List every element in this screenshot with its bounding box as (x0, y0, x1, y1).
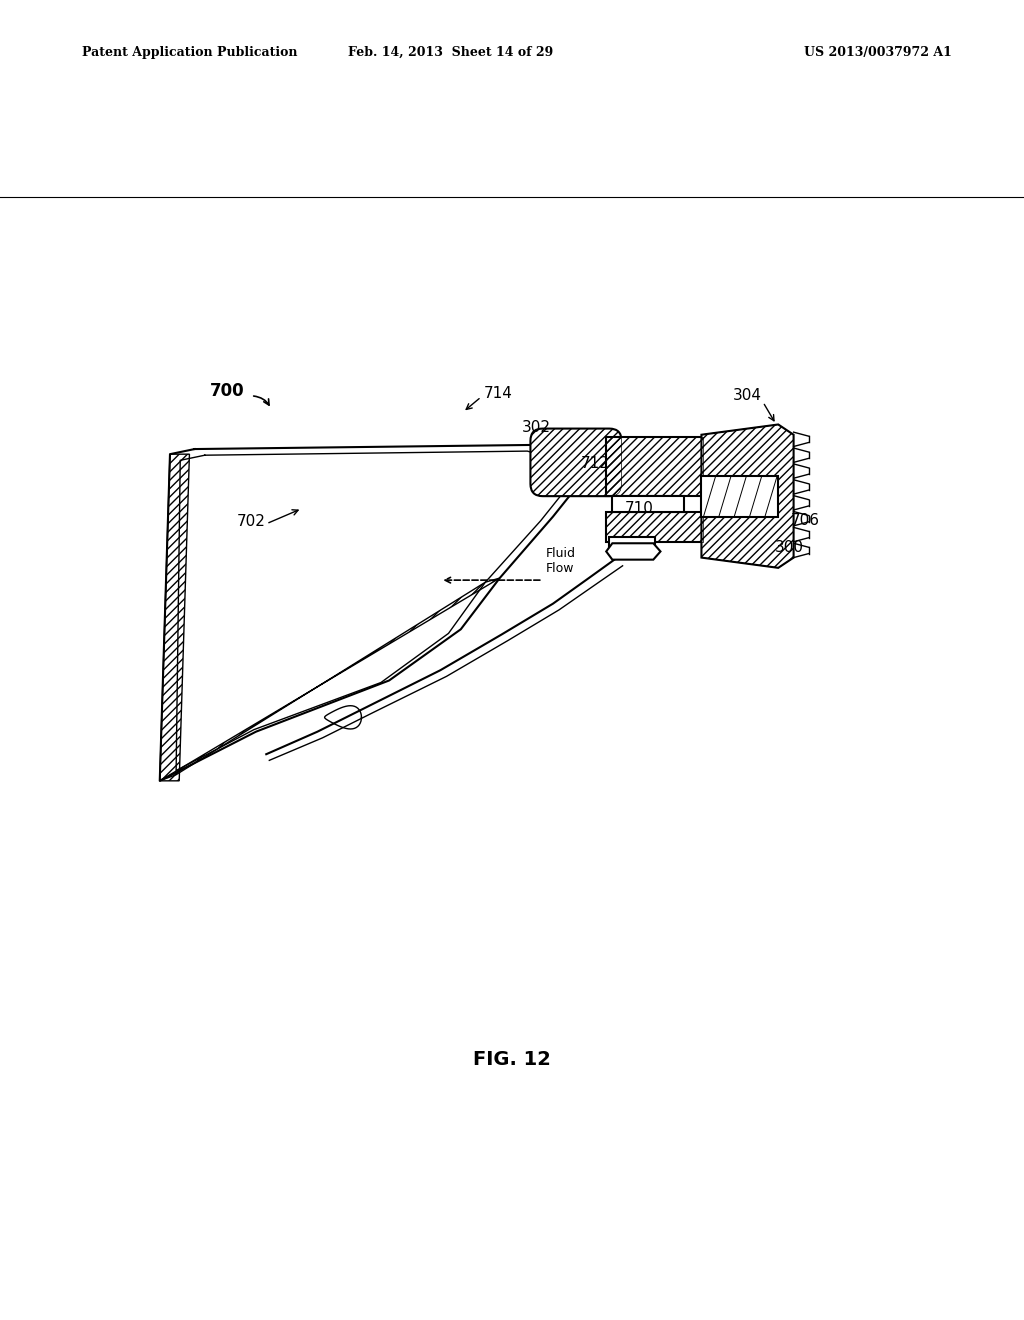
Polygon shape (701, 425, 794, 568)
Text: 712: 712 (581, 455, 609, 471)
Text: US 2013/0037972 A1: US 2013/0037972 A1 (805, 46, 952, 59)
Text: FIG. 12: FIG. 12 (473, 1049, 551, 1069)
Text: Fluid
Flow: Fluid Flow (546, 546, 575, 576)
Bar (606, 512, 703, 543)
Text: 300: 300 (775, 540, 804, 554)
Text: 302: 302 (522, 420, 551, 436)
Bar (606, 512, 703, 543)
Text: 700: 700 (210, 381, 245, 400)
Text: 702: 702 (237, 515, 265, 529)
Polygon shape (606, 544, 660, 560)
Bar (612, 496, 684, 512)
Text: Patent Application Publication: Patent Application Publication (82, 46, 297, 59)
Polygon shape (701, 475, 778, 516)
Text: Feb. 14, 2013  Sheet 14 of 29: Feb. 14, 2013 Sheet 14 of 29 (348, 46, 553, 59)
Text: 304: 304 (733, 388, 762, 404)
FancyBboxPatch shape (530, 429, 622, 496)
Polygon shape (609, 537, 655, 553)
Bar (606, 437, 703, 496)
Text: 710: 710 (625, 502, 653, 516)
Bar (606, 437, 703, 496)
Text: 706: 706 (791, 513, 819, 528)
Text: 714: 714 (483, 387, 512, 401)
